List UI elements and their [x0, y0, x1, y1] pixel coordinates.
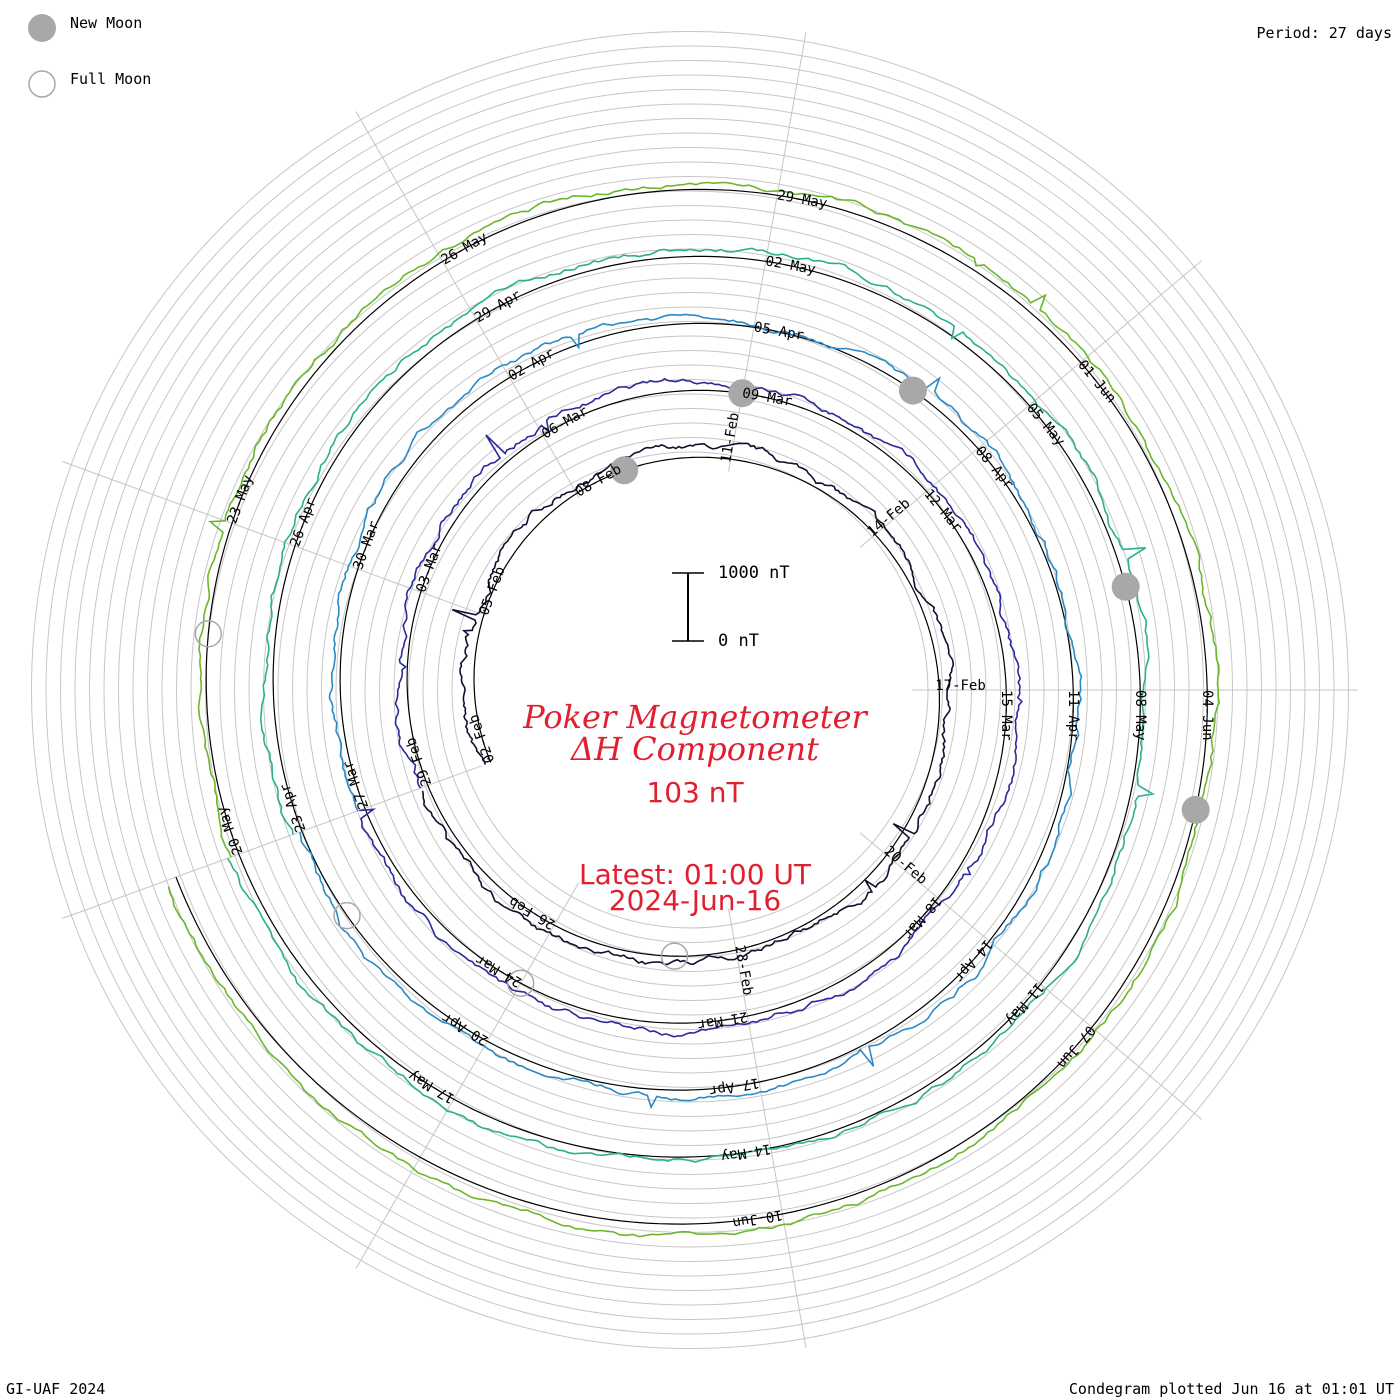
date-label: 11-Feb	[718, 411, 743, 464]
date-label: 08-May	[1132, 690, 1148, 741]
date-label: 17-Feb	[935, 678, 986, 694]
date-label: 21-Mar	[696, 1008, 749, 1033]
plotted-label: Condegram plotted Jun 16 at 01:01 UT	[1068, 1380, 1394, 1398]
trace-4	[167, 181, 1221, 1238]
date-label: 05-May	[1023, 400, 1068, 449]
date-label: 30-Mar	[350, 519, 382, 572]
radial-spokes	[62, 32, 1358, 1348]
legend	[28, 14, 56, 98]
date-label: 01-Jun	[1074, 357, 1119, 406]
credit-label: GI-UAF 2024	[6, 1380, 106, 1398]
date-label: 29-May	[776, 187, 829, 212]
current-value: 103 nT	[646, 776, 744, 809]
trace-0	[421, 442, 955, 966]
date-label: 09-Mar	[741, 385, 794, 410]
baseline-spiral	[175, 188, 1208, 1225]
date-label: 12-Mar	[920, 486, 965, 535]
date-label: 15-Mar	[998, 690, 1014, 741]
new-moon-marker	[610, 456, 639, 485]
new-moon-marker	[898, 376, 927, 405]
baseline-spiral-path	[175, 188, 1208, 1225]
full-moon-marker	[506, 969, 535, 997]
date-label: 20-Apr	[439, 1009, 491, 1048]
moon-markers	[194, 376, 1210, 997]
date-label: 04-Jun	[1199, 690, 1215, 741]
date-label: 02-May	[764, 253, 817, 278]
spoke	[355, 111, 580, 498]
full-moon-marker	[660, 942, 689, 970]
latest-time: Latest: 01:00 UT	[578, 858, 812, 891]
spoke	[728, 908, 807, 1348]
spoke	[355, 882, 580, 1269]
new-moon-legend-icon	[28, 14, 56, 42]
scale-top-label: 1000 nT	[718, 563, 790, 583]
trace-2	[299, 313, 1083, 1110]
new-moon-marker	[1181, 795, 1210, 824]
period-label: Period: 27 days	[1256, 24, 1392, 42]
trace-3	[226, 247, 1156, 1163]
date-label: 03-Mar	[413, 542, 445, 595]
trace-1	[359, 377, 1023, 1038]
spoke	[859, 260, 1203, 548]
full-moon-marker	[194, 619, 223, 648]
spoke	[62, 461, 482, 615]
date-label: 11-Apr	[1065, 690, 1081, 741]
new-moon-marker	[1111, 572, 1140, 601]
full-moon-legend-icon	[28, 70, 56, 98]
date-label: 23-Feb	[731, 944, 756, 997]
full-moon-marker	[333, 901, 361, 930]
data-traces	[167, 181, 1221, 1238]
date-label: 05-Feb	[476, 565, 508, 618]
chart-title: Poker Magnetometer	[523, 698, 867, 736]
spoke	[62, 765, 482, 919]
latest-date: 2024-Jun-16	[608, 884, 782, 917]
full-moon-legend-label: Full Moon	[70, 70, 152, 88]
new-moon-marker	[728, 379, 757, 408]
scale-bottom-label: 0 nT	[718, 631, 759, 651]
chart-subtitle: ΔH Component	[570, 730, 820, 768]
spoke	[859, 832, 1203, 1120]
ring	[451, 451, 929, 929]
date-label: 26-Apr	[287, 496, 319, 549]
scale-bar	[672, 572, 704, 642]
date-label: 05-Apr	[753, 319, 806, 344]
new-moon-legend-label: New Moon	[70, 14, 143, 32]
